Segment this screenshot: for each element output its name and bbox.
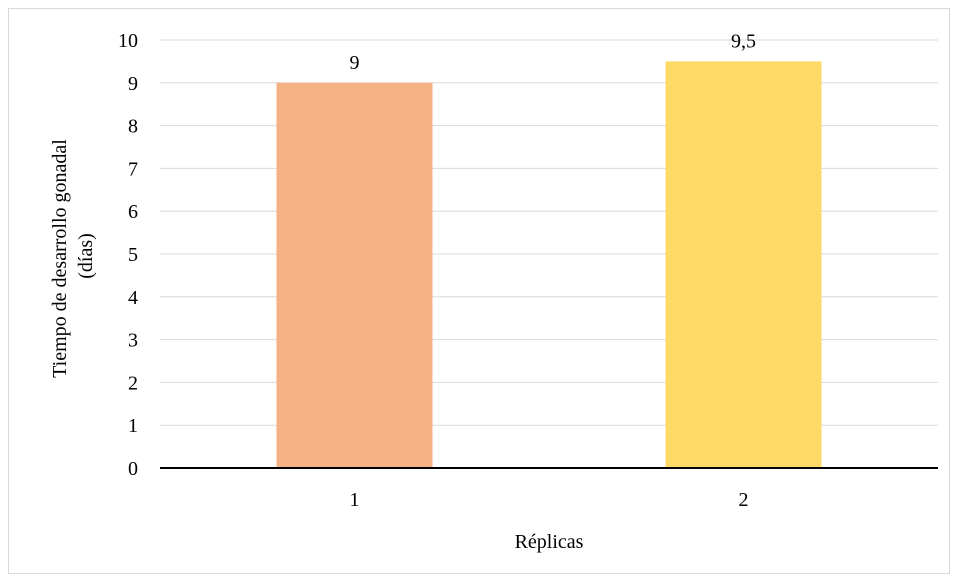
y-tick-label: 0 xyxy=(128,458,138,480)
x-axis-title: Réplicas xyxy=(515,531,584,553)
y-axis-title: Tiempo de desarrollo gonadal (días) xyxy=(49,134,97,378)
y-tick-label: 9 xyxy=(128,73,138,95)
y-axis-title-line-2: (días) xyxy=(75,233,97,279)
y-tick-label: 5 xyxy=(128,244,138,266)
y-tick-label: 3 xyxy=(128,330,138,352)
y-tick-label: 10 xyxy=(118,30,138,52)
x-tick-label: 1 xyxy=(350,489,360,511)
data-label: 9 xyxy=(350,52,360,74)
bars xyxy=(276,61,822,469)
bar-2 xyxy=(665,61,822,469)
y-tick-label: 4 xyxy=(128,287,138,309)
y-tick-label: 6 xyxy=(128,201,138,223)
y-tick-labels: 0 1 2 3 4 5 6 7 8 9 10 xyxy=(118,30,138,480)
y-tick-label: 1 xyxy=(128,415,138,437)
y-tick-label: 8 xyxy=(128,116,138,138)
data-labels: 99,5 xyxy=(350,30,757,73)
y-tick-label: 7 xyxy=(128,158,138,180)
y-axis-title-line-1: Tiempo de desarrollo gonadal xyxy=(49,139,71,378)
y-tick-label: 2 xyxy=(128,372,138,394)
bar-1 xyxy=(276,82,433,469)
x-tick-label: 2 xyxy=(739,489,749,511)
data-label: 9,5 xyxy=(731,30,756,52)
